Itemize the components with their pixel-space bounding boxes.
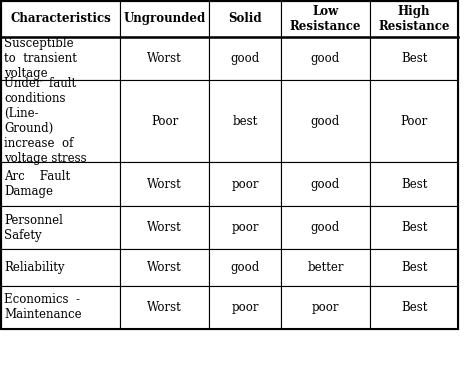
Text: Susceptible
to  transient
voltage: Susceptible to transient voltage [4,37,77,80]
Text: High
Resistance: High Resistance [378,5,450,33]
Bar [209,162,281,206]
Text: Reliability: Reliability [4,261,65,274]
Text: best: best [232,115,258,128]
Text: Worst: Worst [147,301,182,314]
Text: Best: Best [401,261,427,274]
Bar [281,1,370,37]
Bar [120,249,209,286]
Bar [120,1,209,37]
Text: Worst: Worst [147,221,182,234]
Text: Worst: Worst [147,177,182,191]
Text: Worst: Worst [147,261,182,274]
Text: good: good [311,177,340,191]
Bar [1,162,120,206]
Bar [209,286,281,329]
Bar [370,286,458,329]
Bar [370,206,458,249]
Bar [120,286,209,329]
Bar [281,37,370,80]
Text: Best: Best [401,177,427,191]
Bar [1,286,120,329]
Bar [120,162,209,206]
Text: good: good [311,115,340,128]
Text: good: good [230,261,260,274]
Text: Ungrounded: Ungrounded [124,12,206,25]
Bar [120,37,209,80]
Bar [370,37,458,80]
Bar [1,249,120,286]
Bar [1,206,120,249]
Bar [370,162,458,206]
Text: poor: poor [231,177,259,191]
Bar [281,286,370,329]
Text: good: good [311,221,340,234]
Text: poor: poor [231,221,259,234]
Text: better: better [307,261,344,274]
Bar [370,1,458,37]
Bar [209,80,281,162]
Bar [1,37,120,80]
Text: Arc    Fault
Damage: Arc Fault Damage [4,170,71,198]
Bar [281,80,370,162]
Text: Poor: Poor [401,115,428,128]
Text: good: good [311,52,340,65]
Text: poor: poor [311,301,339,314]
Bar [281,249,370,286]
Bar [1,1,120,37]
Text: Low
Resistance: Low Resistance [290,5,361,33]
Bar [209,206,281,249]
Text: Under  fault
conditions
(Line-
Ground)
increase  of
voltage stress: Under fault conditions (Line- Ground) in… [4,77,87,165]
Bar [281,162,370,206]
Bar [1,1,458,329]
Text: Solid: Solid [228,12,262,25]
Text: Economics  -
Maintenance: Economics - Maintenance [4,293,82,321]
Text: Worst: Worst [147,52,182,65]
Text: Best: Best [401,221,427,234]
Bar [370,249,458,286]
Text: Best: Best [401,301,427,314]
Bar [209,37,281,80]
Text: Poor: Poor [151,115,178,128]
Text: Personnel
Safety: Personnel Safety [4,214,63,242]
Text: Characteristics: Characteristics [10,12,111,25]
Bar [370,80,458,162]
Bar [209,249,281,286]
Text: Best: Best [401,52,427,65]
Bar [120,80,209,162]
Bar [281,206,370,249]
Text: poor: poor [231,301,259,314]
Bar [1,80,120,162]
Text: good: good [230,52,260,65]
Bar [209,1,281,37]
Bar [120,206,209,249]
